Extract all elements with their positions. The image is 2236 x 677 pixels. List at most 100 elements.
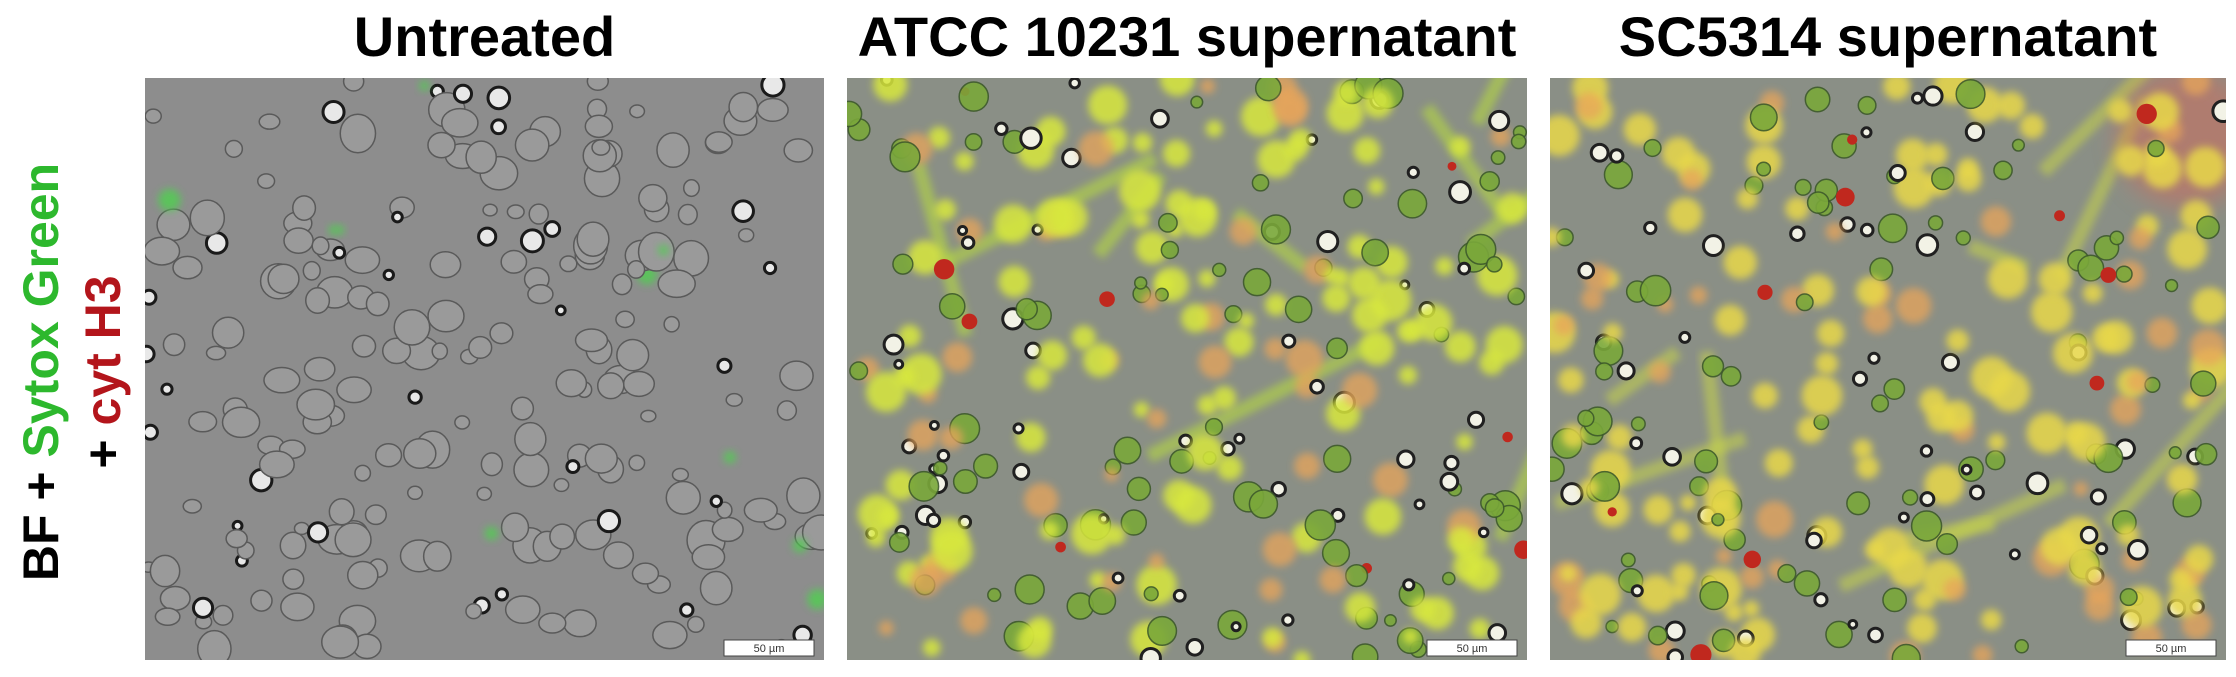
cell [280, 592, 315, 622]
cell [336, 376, 372, 404]
cell-orange [2190, 329, 2226, 366]
cell-green [1484, 498, 1505, 519]
cell-orange [1740, 565, 1764, 589]
cell-orange [1648, 361, 1671, 383]
cell-bright [1852, 438, 1873, 459]
cell [465, 603, 483, 620]
cell-orange [2129, 226, 2152, 250]
cell-green [1120, 509, 1148, 536]
cell-green [1577, 409, 1595, 428]
cell-dense [191, 596, 215, 619]
cell-bright [1623, 113, 1657, 146]
cell-green [792, 538, 808, 553]
cell-green [1603, 160, 1634, 190]
cell-round [1068, 78, 1081, 90]
cell [628, 454, 646, 472]
cell-bright [878, 505, 899, 527]
cell-bright [1353, 137, 1381, 164]
cell [699, 570, 733, 606]
cell [344, 246, 381, 275]
hypha-glow [1470, 78, 1508, 127]
cell-bright [1224, 327, 1254, 357]
cell-bright [1579, 573, 1622, 616]
cell-bright [2026, 412, 2068, 454]
cell-dense [716, 357, 733, 374]
panel: ATCC 10231 supernatant 50 µm [847, 5, 1527, 660]
cell-green [1813, 414, 1830, 431]
cell-bright [1187, 434, 1224, 471]
cell-round [1560, 482, 1584, 506]
cell [677, 203, 698, 226]
cell-green [889, 141, 921, 173]
cell [538, 612, 567, 634]
cell-bright [1452, 552, 1483, 582]
cell-bright [1924, 464, 1965, 505]
cell-bright [934, 199, 956, 221]
cell [528, 203, 549, 225]
cell-red [2054, 210, 2065, 222]
cell-bright [1988, 370, 2031, 412]
cell-round [1233, 432, 1246, 445]
cell [626, 260, 646, 279]
cell-green [1701, 355, 1725, 378]
cell-green [1157, 212, 1178, 233]
cell [258, 113, 281, 130]
cell [725, 392, 743, 407]
cell [514, 421, 547, 457]
cell-green [2196, 215, 2220, 240]
cell-orange [1024, 482, 1059, 518]
cell-green [1825, 620, 1853, 649]
cell-dense [709, 494, 723, 508]
cell [711, 516, 744, 543]
cell-bright [1344, 592, 1376, 623]
cell-orange [2181, 609, 2212, 640]
cell [172, 255, 203, 280]
cell-round [1630, 584, 1644, 598]
cell-orange [1553, 314, 1575, 336]
cell-red [1757, 284, 1773, 300]
label-plus: + [75, 439, 131, 468]
cell-round [1888, 163, 1907, 182]
cell [513, 451, 550, 488]
cell-bright [1926, 402, 1957, 433]
cell [682, 179, 700, 198]
cell-bright [1118, 169, 1161, 212]
cell [652, 620, 688, 650]
cell-round [1847, 618, 1859, 630]
cell-green [723, 451, 737, 464]
cell-bright [1817, 319, 1845, 348]
cell-bright [1883, 78, 1911, 100]
cell-bright [2082, 283, 2103, 303]
cell-green [1113, 436, 1142, 465]
cell-bright [1570, 607, 1603, 639]
cell-orange [1198, 345, 1232, 379]
cell-round [1915, 233, 1940, 257]
cell-bright [1293, 651, 1311, 660]
cell-green [1993, 160, 2013, 181]
cell [189, 199, 226, 237]
cell-round [1919, 444, 1934, 458]
cell-bright [1603, 323, 1623, 343]
cell [441, 107, 479, 138]
cell-green [938, 292, 966, 320]
cell-round [1316, 229, 1340, 254]
cell-green [1248, 489, 1279, 519]
cell-green [1479, 170, 1501, 192]
cell-green [2011, 138, 2025, 152]
cell-bright [2068, 552, 2102, 586]
cell [468, 335, 493, 360]
cell-orange [1681, 168, 1703, 191]
cell-round [1448, 180, 1472, 204]
cell-orange [1373, 462, 1408, 498]
cell-round [994, 121, 1009, 137]
cell-bright [1364, 498, 1402, 535]
cell-green [2168, 446, 2182, 460]
cell-bright [1680, 494, 1697, 511]
cell-orange [2182, 78, 2211, 96]
cell [586, 78, 609, 91]
micrograph [145, 78, 824, 660]
cell-bright [1368, 178, 1385, 195]
cell-red [1447, 161, 1457, 171]
cell-orange [1972, 645, 1993, 660]
cell [584, 114, 614, 139]
